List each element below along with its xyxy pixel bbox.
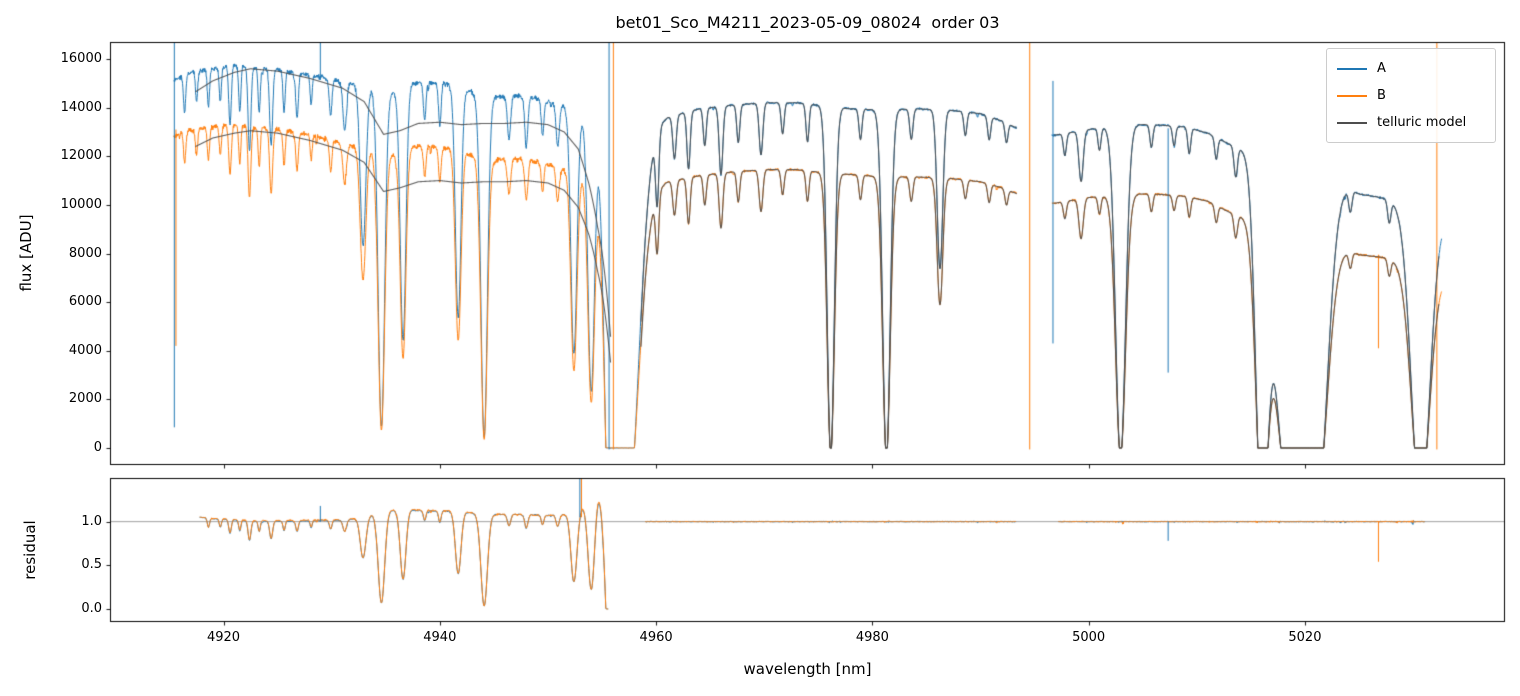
flux-y-tick-label: 2000 — [68, 391, 102, 407]
residual-y-tick-label: 0.5 — [81, 557, 102, 573]
legend-line-b-swatch — [1337, 94, 1367, 97]
legend-item-telluric-model: telluric model — [1327, 109, 1495, 136]
flux-y-tick-label: 14000 — [60, 99, 102, 115]
x-tick-label: 4960 — [639, 630, 673, 645]
x-tick-label: 5000 — [1072, 630, 1106, 645]
x-tick-label: 5020 — [1288, 630, 1322, 645]
flux-y-tick-label: 16000 — [60, 51, 102, 67]
plot-title: bet01_Sco_M4211_2023-05-09_08024 order 0… — [615, 13, 1000, 32]
legend-item-b: B — [1327, 82, 1495, 109]
legend-line-a-swatch — [1337, 67, 1367, 70]
legend: A B telluric model — [1326, 48, 1496, 143]
flux-y-tick-label: 0 — [93, 439, 102, 455]
residual-y-tick-label: 0.0 — [81, 600, 102, 616]
legend-item-a: A — [1327, 55, 1495, 82]
flux-y-tick-label: 10000 — [60, 196, 102, 212]
x-tick-label: 4940 — [423, 630, 457, 645]
flux-y-tick-label: 6000 — [68, 294, 102, 310]
x-tick-label: 4920 — [206, 630, 241, 645]
flux-y-tick-label: 8000 — [68, 245, 102, 261]
legend-line-telluric-swatch — [1337, 121, 1367, 124]
legend-label-b: B — [1377, 88, 1386, 103]
flux-y-tick-label: 4000 — [68, 342, 102, 358]
flux-y-tick-label: 12000 — [60, 148, 102, 164]
x-axis-label: wavelength [nm] — [743, 660, 872, 678]
residual-y-tick-label: 1.0 — [81, 513, 102, 529]
x-tick-label: 4980 — [855, 630, 889, 645]
residual-axis-label: residual — [21, 520, 39, 580]
legend-label-telluric: telluric model — [1377, 115, 1467, 130]
legend-label-a: A — [1377, 61, 1386, 76]
